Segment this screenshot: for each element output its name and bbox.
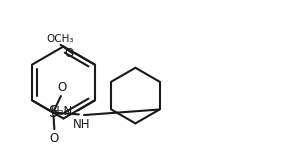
Text: O: O — [50, 132, 59, 145]
Text: NH: NH — [73, 118, 90, 131]
Text: O: O — [57, 81, 66, 94]
Text: S: S — [49, 105, 58, 120]
Text: H₂N: H₂N — [51, 105, 73, 118]
Text: OCH₃: OCH₃ — [47, 34, 74, 44]
Text: O: O — [64, 47, 73, 60]
